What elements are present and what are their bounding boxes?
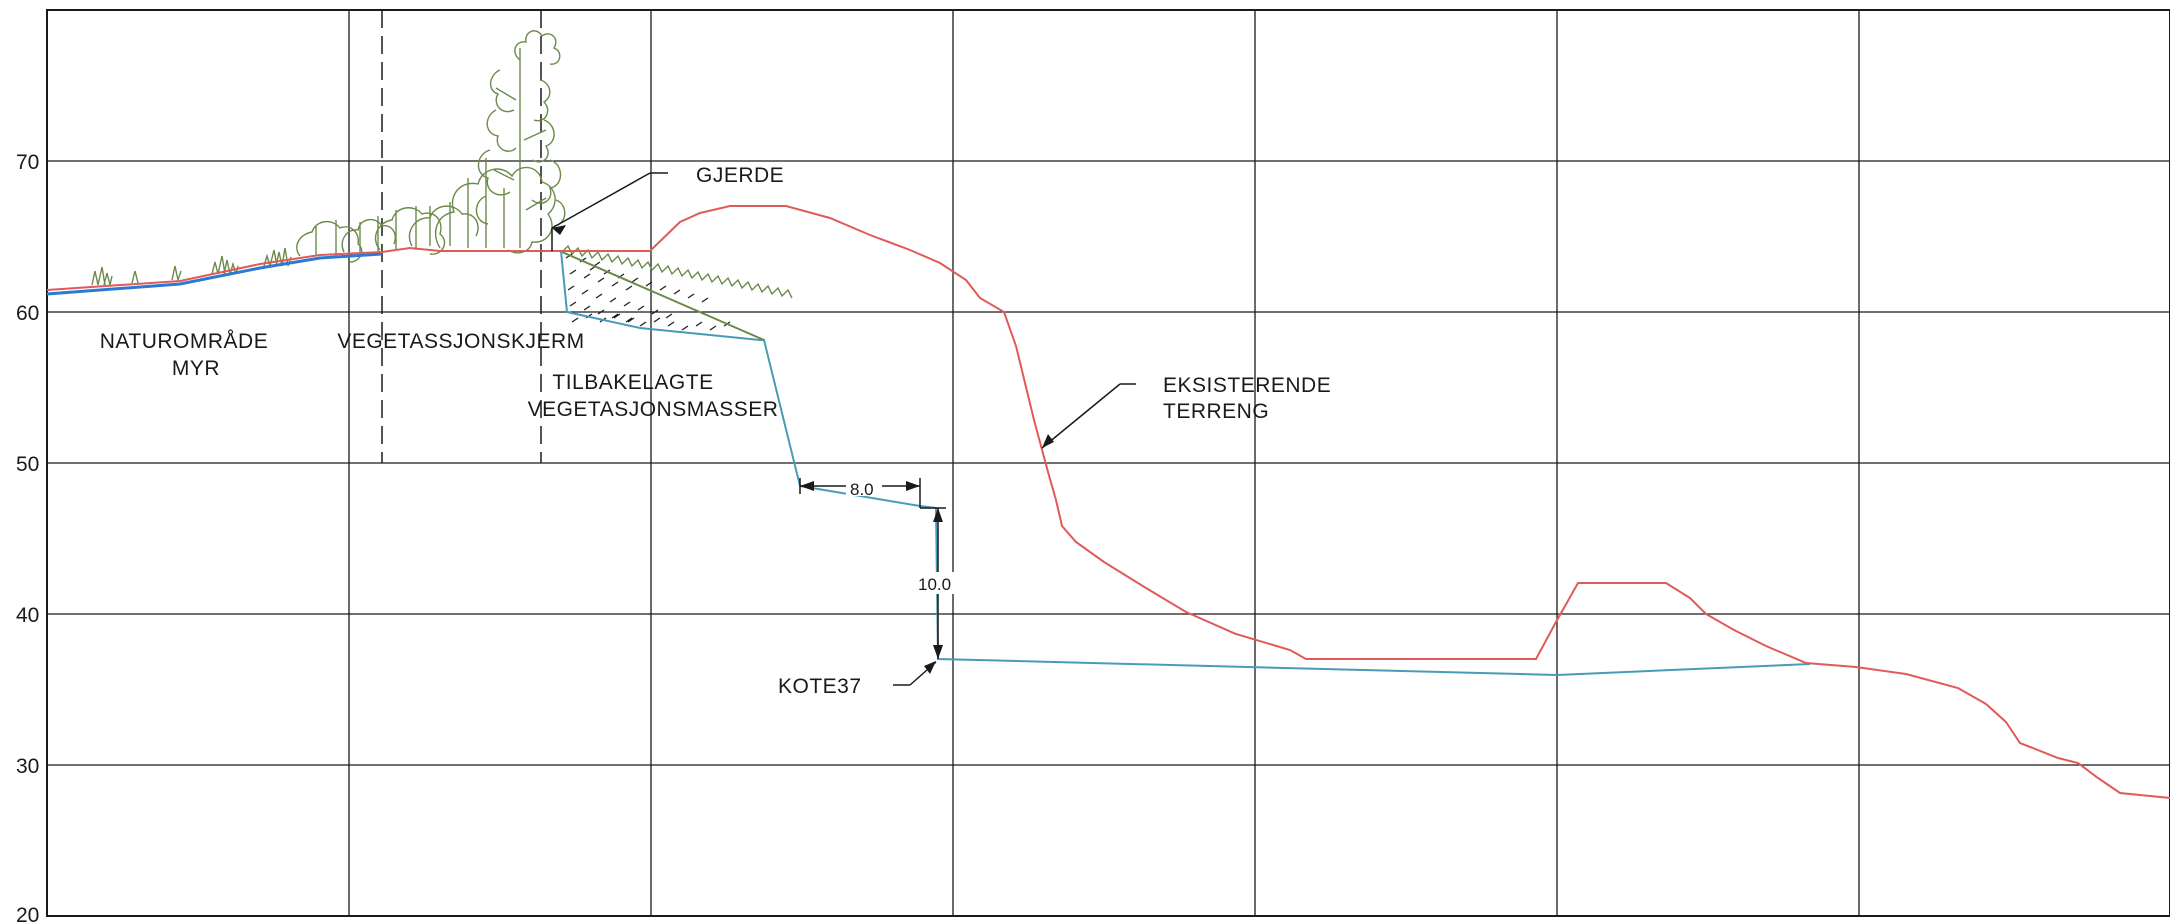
slope-vegetation bbox=[561, 244, 793, 299]
backfill-hatch bbox=[565, 253, 731, 331]
eksisterende-label-line1: EKSISTERENDE bbox=[1163, 374, 1331, 397]
y-tick-20: 20 bbox=[16, 904, 39, 924]
gjerde-label: GJERDE bbox=[696, 164, 784, 187]
dimension-horizontal-bg bbox=[846, 474, 882, 496]
kote-label: KOTE37 bbox=[778, 675, 862, 698]
naturomrade-label-line1: NATUROMRÅDE bbox=[100, 330, 268, 353]
mid-trees bbox=[296, 202, 479, 263]
vertical-grid bbox=[348, 10, 1860, 916]
bog-shrubs bbox=[91, 247, 292, 286]
vegetation-screen-markers bbox=[381, 10, 542, 463]
bog-line bbox=[46, 252, 383, 296]
vegetation-illustration bbox=[91, 30, 793, 299]
gjerde-leader bbox=[551, 172, 668, 251]
slope-surface-line bbox=[561, 251, 765, 341]
y-tick-70: 70 bbox=[16, 151, 39, 174]
naturomrade-label-line2: MYR bbox=[172, 357, 220, 380]
dimension-horizontal-label: 8.0 bbox=[850, 480, 874, 499]
y-tick-40: 40 bbox=[16, 604, 39, 627]
tilbakelagte-label-line1: TILBAKELAGTE bbox=[552, 371, 713, 394]
kote-leader bbox=[893, 661, 937, 686]
y-tick-50: 50 bbox=[16, 453, 39, 476]
vegetasjonskjerm-label: VEGETASSJONSKJERM bbox=[337, 330, 584, 353]
existing-terrain-line bbox=[46, 205, 2170, 799]
y-tick-60: 60 bbox=[16, 302, 39, 325]
dimension-vertical-bg bbox=[920, 572, 956, 594]
y-tick-30: 30 bbox=[16, 755, 39, 778]
dimension-vertical-label: 10.0 bbox=[918, 575, 951, 594]
tilbakelagte-label-line2: VEGETASJONSMASSER bbox=[528, 398, 779, 421]
eksisterende-label-line2: TERRENG bbox=[1163, 400, 1269, 423]
eksisterende-leader bbox=[1041, 383, 1136, 449]
tall-trees bbox=[435, 30, 566, 254]
horizontal-grid bbox=[47, 160, 2170, 766]
